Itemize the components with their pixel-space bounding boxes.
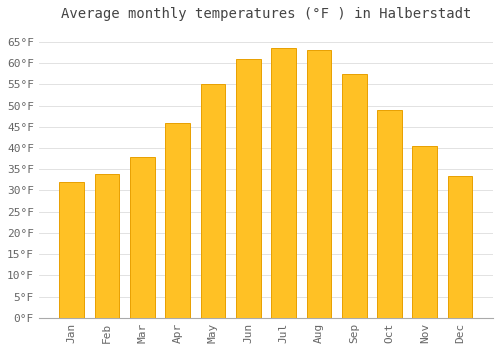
Bar <box>306 50 331 318</box>
Bar <box>60 182 84 318</box>
Bar <box>342 74 366 318</box>
Bar <box>130 156 155 318</box>
Bar <box>412 146 437 318</box>
Bar <box>448 176 472 318</box>
Bar <box>236 59 260 318</box>
Bar <box>377 110 402 318</box>
Bar <box>166 122 190 318</box>
Bar <box>271 48 296 318</box>
Bar <box>200 84 226 318</box>
Title: Average monthly temperatures (°F ) in Halberstadt: Average monthly temperatures (°F ) in Ha… <box>60 7 471 21</box>
Bar <box>94 174 120 318</box>
